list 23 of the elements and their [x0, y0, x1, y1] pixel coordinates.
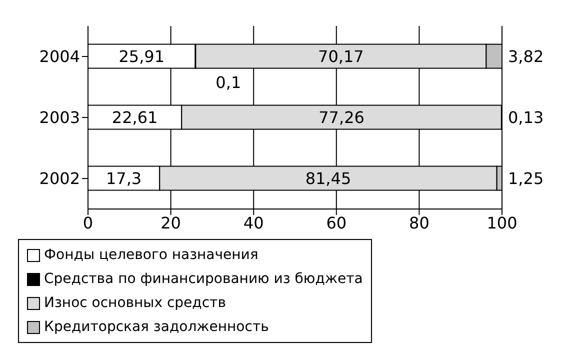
y-tick-label: 2004	[39, 47, 80, 66]
x-tick-label: 0	[82, 213, 94, 232]
data-label: 81,45	[305, 168, 352, 188]
x-tick-label: 40	[243, 213, 264, 232]
data-label: 3,82	[508, 46, 544, 66]
x-tick-label: 100	[486, 213, 518, 232]
data-label: 25,91	[118, 46, 165, 66]
data-label: 70,17	[318, 46, 364, 66]
x-tick-label: 20	[160, 213, 181, 232]
y-tick-label: 2002	[39, 169, 80, 188]
data-label: 0,13	[508, 108, 544, 127]
data-label: 0,1	[216, 72, 242, 92]
legend-label: Фонды целевого назначения	[44, 247, 258, 263]
data-label: 77,26	[318, 108, 364, 127]
y-tick-label: 2003	[39, 108, 80, 128]
legend-label: Кредиторская задолженность	[44, 319, 269, 335]
data-label: 1,25	[508, 168, 544, 188]
data-label: 22,61	[112, 108, 158, 127]
x-tick-label: 80	[409, 213, 430, 232]
legend-label: Износ основных средств	[44, 295, 226, 311]
x-tick-label: 60	[326, 213, 347, 232]
data-label: 17,3	[106, 168, 142, 188]
legend-label: Средства по финансированию из бюджета	[44, 271, 363, 287]
